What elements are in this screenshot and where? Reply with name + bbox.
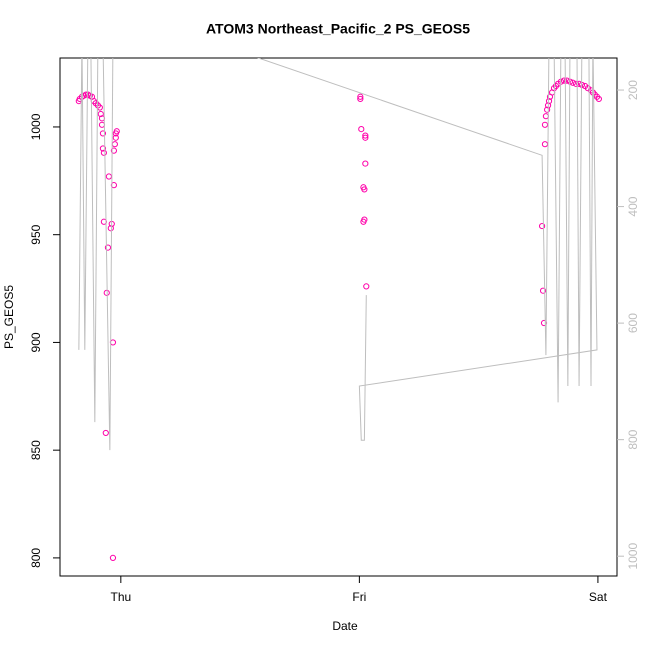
data-point xyxy=(360,218,367,225)
data-point xyxy=(560,77,568,84)
data-point xyxy=(109,554,117,562)
data-point xyxy=(99,130,107,137)
x-tick-label: Thu xyxy=(110,590,131,604)
data-point xyxy=(361,186,368,193)
y-axis-label: PS_GEOS5 xyxy=(2,285,16,349)
data-point xyxy=(541,121,549,128)
data-point xyxy=(541,141,549,148)
data-point xyxy=(595,95,602,103)
data-point xyxy=(100,149,107,156)
y2-tick-label: 400 xyxy=(626,196,640,216)
data-point xyxy=(111,141,118,148)
data-point xyxy=(102,429,109,437)
data-point xyxy=(362,132,369,139)
data-point xyxy=(362,160,369,167)
series-line xyxy=(78,58,598,451)
y-tick-label: 850 xyxy=(29,440,43,460)
y-tick-label: 800 xyxy=(29,548,43,568)
data-point xyxy=(97,110,104,118)
data-point xyxy=(545,97,553,105)
data-point xyxy=(542,113,550,120)
plot-area xyxy=(75,58,602,562)
data-point xyxy=(105,173,113,180)
y-tick-label: 900 xyxy=(29,332,43,352)
y-tick-label: 1000 xyxy=(29,113,43,140)
data-point xyxy=(538,222,546,230)
data-point xyxy=(98,121,106,128)
x-tick-label: Sat xyxy=(589,590,608,604)
x-axis-label: Date xyxy=(332,619,358,633)
data-point xyxy=(104,244,112,251)
data-point xyxy=(363,283,370,290)
data-point xyxy=(544,106,551,113)
data-point xyxy=(82,91,90,98)
plot-box xyxy=(59,57,618,577)
data-point xyxy=(539,287,547,294)
data-point xyxy=(357,95,364,103)
data-point xyxy=(113,128,120,135)
data-point xyxy=(572,80,580,87)
x-tick-label: Fri xyxy=(352,590,366,604)
data-point xyxy=(357,93,364,100)
y2-tick-label: 200 xyxy=(626,80,640,100)
chart-title: ATOM3 Northeast_Pacific_2 PS_GEOS5 xyxy=(206,21,470,37)
data-point xyxy=(569,79,576,86)
y2-tick-label: 600 xyxy=(626,313,640,333)
y2-tick-label: 800 xyxy=(626,429,640,449)
data-point xyxy=(362,134,369,141)
data-point xyxy=(358,126,365,133)
y-tick-label: 950 xyxy=(29,224,43,244)
y2-tick-label: 1000 xyxy=(626,543,640,570)
data-point xyxy=(99,145,107,152)
data-point xyxy=(110,147,118,154)
data-point xyxy=(110,182,118,189)
data-point xyxy=(107,225,114,232)
data-point xyxy=(112,134,119,141)
